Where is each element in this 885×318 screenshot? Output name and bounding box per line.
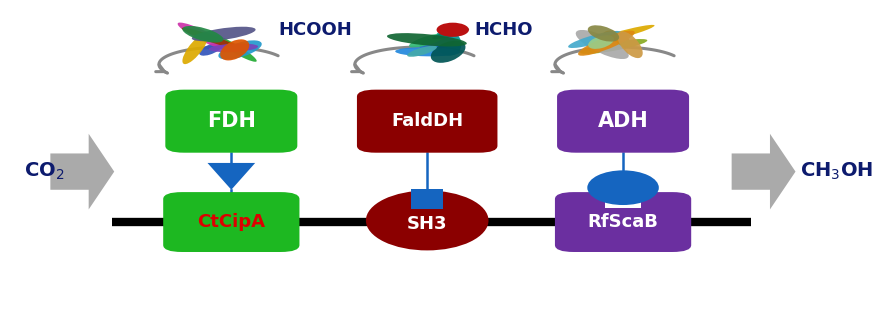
Ellipse shape <box>409 33 446 47</box>
Text: CtCipA: CtCipA <box>197 213 266 231</box>
Polygon shape <box>207 163 255 190</box>
Ellipse shape <box>588 170 658 205</box>
Text: FaldDH: FaldDH <box>391 112 463 130</box>
Ellipse shape <box>589 35 614 49</box>
Ellipse shape <box>209 44 258 52</box>
Ellipse shape <box>618 31 643 58</box>
Polygon shape <box>50 134 114 210</box>
Bar <box>605 189 641 209</box>
Ellipse shape <box>178 23 232 51</box>
Ellipse shape <box>220 39 250 60</box>
Ellipse shape <box>199 42 223 56</box>
Ellipse shape <box>407 46 437 57</box>
Ellipse shape <box>584 25 655 45</box>
Ellipse shape <box>602 31 630 49</box>
Text: ADH: ADH <box>597 111 649 131</box>
Text: CO$_2$: CO$_2$ <box>24 161 64 182</box>
Ellipse shape <box>588 25 619 42</box>
Ellipse shape <box>182 33 208 64</box>
Polygon shape <box>732 134 796 210</box>
Bar <box>411 189 443 209</box>
Ellipse shape <box>366 190 489 250</box>
FancyBboxPatch shape <box>163 192 299 252</box>
Ellipse shape <box>192 27 256 41</box>
Ellipse shape <box>431 41 466 63</box>
Ellipse shape <box>578 31 635 56</box>
FancyBboxPatch shape <box>165 90 297 153</box>
Text: RfScaB: RfScaB <box>588 213 658 231</box>
Ellipse shape <box>419 37 455 51</box>
Ellipse shape <box>568 31 621 48</box>
Ellipse shape <box>387 33 466 46</box>
Ellipse shape <box>211 34 257 62</box>
Text: FDH: FDH <box>207 111 256 131</box>
Ellipse shape <box>435 30 461 56</box>
Ellipse shape <box>436 23 469 37</box>
FancyBboxPatch shape <box>357 90 497 153</box>
Text: CH$_3$OH: CH$_3$OH <box>800 161 873 182</box>
Ellipse shape <box>396 47 460 56</box>
Ellipse shape <box>432 28 469 39</box>
Ellipse shape <box>575 30 628 59</box>
Ellipse shape <box>181 28 242 50</box>
FancyBboxPatch shape <box>557 90 689 153</box>
Ellipse shape <box>219 40 262 59</box>
Ellipse shape <box>581 39 647 54</box>
Text: HCHO: HCHO <box>474 21 533 39</box>
FancyBboxPatch shape <box>555 192 691 252</box>
Text: SH3: SH3 <box>407 215 448 233</box>
Text: HCOOH: HCOOH <box>278 21 352 39</box>
Ellipse shape <box>182 26 223 43</box>
Bar <box>411 189 443 209</box>
